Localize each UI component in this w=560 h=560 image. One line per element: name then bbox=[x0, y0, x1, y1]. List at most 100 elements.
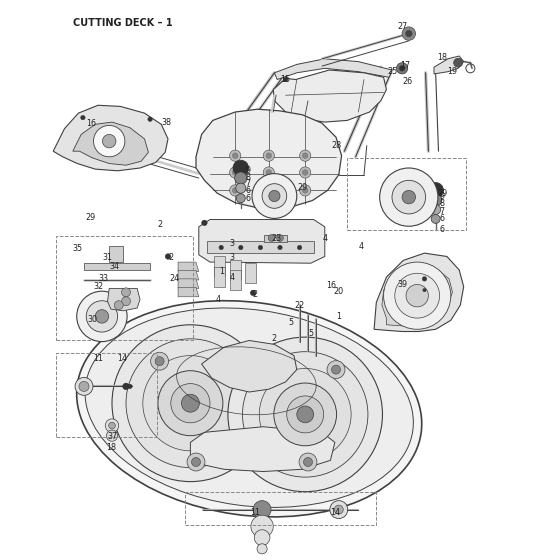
Circle shape bbox=[266, 153, 272, 158]
Circle shape bbox=[300, 185, 311, 196]
Circle shape bbox=[254, 530, 270, 545]
Polygon shape bbox=[264, 235, 287, 242]
Text: 4: 4 bbox=[323, 234, 327, 242]
Circle shape bbox=[274, 383, 337, 446]
Text: 14: 14 bbox=[330, 508, 340, 517]
Circle shape bbox=[232, 170, 238, 175]
Circle shape bbox=[251, 515, 273, 538]
Text: 7: 7 bbox=[245, 179, 251, 188]
Text: 24: 24 bbox=[170, 274, 180, 283]
Circle shape bbox=[299, 453, 317, 471]
Text: 1: 1 bbox=[219, 267, 223, 276]
Circle shape bbox=[431, 214, 440, 223]
Polygon shape bbox=[274, 59, 392, 80]
Polygon shape bbox=[230, 270, 241, 290]
Circle shape bbox=[304, 458, 312, 466]
Circle shape bbox=[422, 277, 427, 281]
Text: 37: 37 bbox=[107, 432, 117, 441]
Circle shape bbox=[302, 153, 308, 158]
Circle shape bbox=[263, 185, 274, 196]
Polygon shape bbox=[434, 56, 464, 74]
Polygon shape bbox=[178, 279, 199, 288]
Polygon shape bbox=[53, 105, 168, 171]
Circle shape bbox=[278, 245, 282, 250]
Text: 11: 11 bbox=[250, 508, 260, 517]
Text: 2: 2 bbox=[157, 220, 162, 228]
Circle shape bbox=[106, 430, 118, 441]
Circle shape bbox=[123, 383, 129, 390]
Text: 6: 6 bbox=[246, 186, 250, 195]
Circle shape bbox=[258, 245, 263, 250]
Text: 35: 35 bbox=[72, 244, 82, 253]
Circle shape bbox=[263, 167, 274, 178]
Circle shape bbox=[402, 190, 416, 204]
Text: 23: 23 bbox=[271, 234, 281, 242]
Text: 29: 29 bbox=[86, 213, 96, 222]
Circle shape bbox=[277, 235, 283, 241]
Polygon shape bbox=[207, 241, 314, 253]
Text: 16: 16 bbox=[326, 281, 337, 290]
Circle shape bbox=[122, 288, 130, 297]
Circle shape bbox=[259, 368, 351, 460]
Circle shape bbox=[219, 245, 223, 250]
Circle shape bbox=[300, 167, 311, 178]
Text: 11: 11 bbox=[93, 354, 103, 363]
Circle shape bbox=[395, 273, 440, 318]
Circle shape bbox=[109, 422, 115, 429]
Circle shape bbox=[181, 394, 199, 412]
Circle shape bbox=[297, 406, 314, 423]
Text: 33: 33 bbox=[99, 274, 109, 283]
Circle shape bbox=[287, 396, 324, 433]
Text: 25: 25 bbox=[387, 67, 397, 76]
Polygon shape bbox=[214, 256, 225, 276]
Text: 30: 30 bbox=[87, 315, 97, 324]
Circle shape bbox=[236, 194, 245, 203]
Circle shape bbox=[302, 170, 308, 175]
Text: 17: 17 bbox=[400, 61, 410, 70]
Text: 27: 27 bbox=[397, 22, 407, 31]
Circle shape bbox=[431, 204, 441, 214]
Circle shape bbox=[257, 544, 267, 554]
Circle shape bbox=[250, 290, 256, 296]
Circle shape bbox=[236, 183, 246, 193]
Circle shape bbox=[300, 150, 311, 161]
Polygon shape bbox=[230, 260, 241, 280]
Circle shape bbox=[230, 185, 241, 196]
Text: 8: 8 bbox=[440, 199, 445, 208]
Circle shape bbox=[262, 184, 287, 208]
Polygon shape bbox=[266, 190, 286, 203]
Text: 19: 19 bbox=[447, 67, 458, 76]
Circle shape bbox=[330, 501, 348, 519]
Circle shape bbox=[258, 505, 267, 514]
Circle shape bbox=[128, 384, 132, 389]
Bar bbox=[347, 158, 466, 230]
Circle shape bbox=[405, 30, 412, 37]
Circle shape bbox=[242, 352, 368, 477]
Circle shape bbox=[143, 356, 238, 451]
Circle shape bbox=[148, 117, 152, 122]
Polygon shape bbox=[202, 340, 297, 392]
Circle shape bbox=[428, 183, 444, 198]
Text: 7: 7 bbox=[440, 207, 445, 216]
Circle shape bbox=[239, 245, 243, 250]
Circle shape bbox=[192, 458, 200, 466]
Text: 16: 16 bbox=[86, 119, 96, 128]
Circle shape bbox=[327, 361, 345, 379]
Circle shape bbox=[233, 160, 249, 176]
Polygon shape bbox=[178, 270, 199, 280]
Text: 32: 32 bbox=[93, 282, 103, 291]
Circle shape bbox=[268, 235, 275, 241]
Polygon shape bbox=[73, 122, 148, 165]
Circle shape bbox=[81, 115, 85, 120]
Circle shape bbox=[230, 167, 241, 178]
Text: 1: 1 bbox=[337, 312, 341, 321]
Text: 9: 9 bbox=[245, 166, 251, 175]
Circle shape bbox=[302, 188, 308, 193]
Circle shape bbox=[151, 352, 169, 370]
Text: 18: 18 bbox=[437, 53, 447, 62]
Circle shape bbox=[380, 168, 438, 226]
Polygon shape bbox=[245, 263, 256, 283]
Polygon shape bbox=[374, 253, 464, 332]
Circle shape bbox=[252, 174, 297, 218]
Circle shape bbox=[105, 419, 119, 432]
